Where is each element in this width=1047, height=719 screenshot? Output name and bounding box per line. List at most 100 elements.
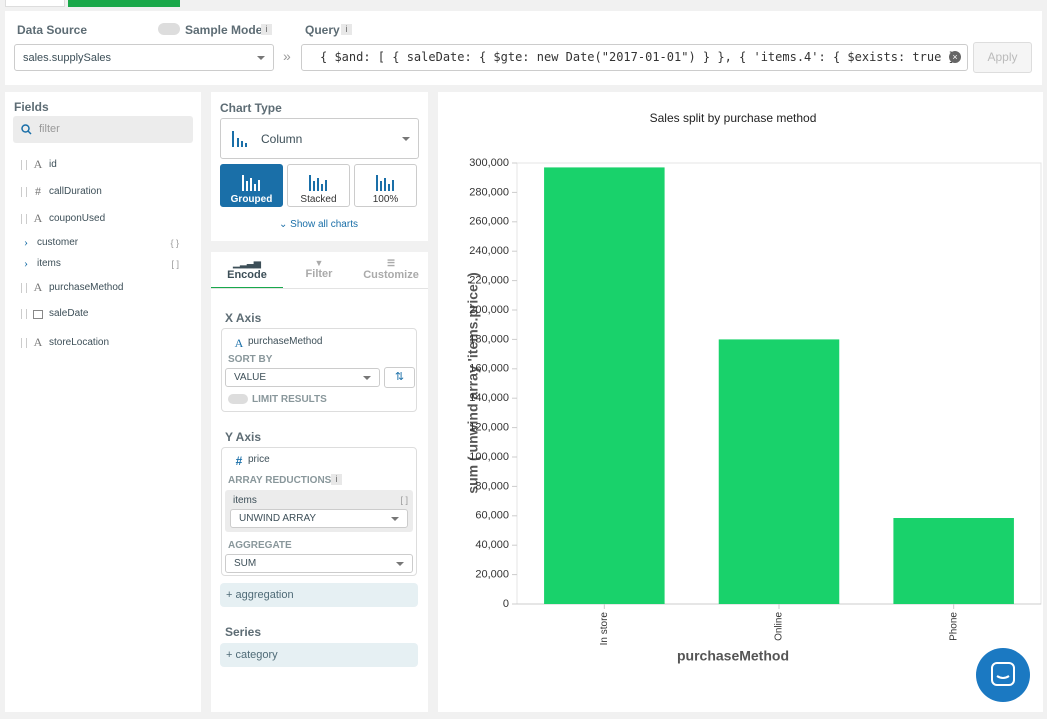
- info-icon[interactable]: i: [331, 474, 342, 485]
- chart-type-value: Column: [261, 131, 303, 146]
- bar: [544, 167, 665, 604]
- tab-stub[interactable]: [5, 0, 65, 7]
- tab-stub-active[interactable]: [68, 0, 180, 7]
- column-icon: [232, 131, 247, 147]
- variant-icon-bar: [379, 181, 382, 191]
- sort-label: SORT BY: [228, 354, 273, 365]
- grip: [21, 308, 27, 319]
- field-item[interactable]: saleDate: [21, 308, 191, 319]
- sample-toggle[interactable]: [158, 23, 180, 35]
- chart-variant[interactable]: Stacked: [287, 164, 350, 207]
- field-badge: [ ]: [171, 258, 179, 269]
- chart: Sales split by purchase method purchaseM…: [465, 111, 1042, 664]
- aggregate-select[interactable]: SUM: [225, 554, 413, 573]
- x-tick-label: In store: [599, 612, 610, 646]
- tab-customize[interactable]: ☰ Customize: [363, 258, 419, 281]
- limit-toggle[interactable]: [228, 394, 248, 404]
- limit-label: LIMIT RESULTS: [252, 394, 327, 405]
- y-tick-label: 60,000: [475, 510, 509, 522]
- sort-select[interactable]: VALUE: [225, 368, 380, 387]
- bar: [718, 339, 840, 604]
- show-all-link[interactable]: ⌄ Show all charts: [279, 219, 358, 230]
- info-icon[interactable]: i: [261, 24, 272, 35]
- sort-order-button[interactable]: ⇅: [384, 367, 415, 388]
- variant-icon-bar: [257, 180, 260, 191]
- field-name: purchaseMethod: [49, 282, 124, 293]
- divider: [211, 288, 428, 289]
- variant-icon-bar: [387, 184, 390, 191]
- calendar-icon: [33, 309, 43, 319]
- grip: [21, 159, 27, 170]
- y-tick-label: 80,000: [475, 480, 509, 492]
- variant-icon-bar: [312, 181, 315, 191]
- aggregate-label: AGGREGATE: [228, 540, 292, 551]
- chart-type-label: Chart Type: [220, 101, 282, 115]
- add-aggregation[interactable]: + aggregation: [220, 583, 418, 607]
- data-source-label: Data Source: [17, 23, 88, 37]
- show-all-text: Show all charts: [290, 219, 358, 230]
- y-tick-label: 200,000: [469, 304, 509, 316]
- variant-label: Stacked: [300, 194, 337, 205]
- chart-variant[interactable]: Grouped: [220, 164, 283, 207]
- grip: [21, 337, 27, 348]
- x-axis-title: purchaseMethod: [677, 648, 789, 664]
- info-icon[interactable]: i: [341, 24, 352, 35]
- field-name: storeLocation: [49, 337, 110, 348]
- x-field-name: purchaseMethod: [248, 336, 323, 347]
- tab-encode[interactable]: ▁▂▃▅ Encode: [227, 258, 267, 281]
- y-field-name: price: [248, 454, 270, 465]
- field-item[interactable]: # callDuration: [21, 184, 191, 199]
- y-field[interactable]: # price: [234, 454, 270, 468]
- chat-button[interactable]: [976, 648, 1030, 702]
- query-label: Query: [305, 23, 340, 37]
- data-source-value: sales.supplySales: [23, 51, 112, 64]
- grip: [21, 186, 27, 197]
- sample-mode-label: Sample Mode: [185, 23, 263, 37]
- filter-input[interactable]: filter: [13, 116, 193, 143]
- grip: [21, 213, 27, 224]
- chart-type-select[interactable]: Column: [220, 118, 419, 159]
- arrow: »: [283, 48, 291, 64]
- field-icon: ›: [24, 235, 28, 249]
- clear-button[interactable]: ×: [949, 51, 961, 63]
- variant-icon: [375, 175, 394, 191]
- y-tick-label: 100,000: [469, 451, 509, 463]
- variant-icon-bar: [375, 175, 378, 191]
- add-category[interactable]: + category: [220, 643, 418, 667]
- variant-icon-bar: [391, 180, 394, 191]
- tab-filter[interactable]: ▼ Filter: [305, 258, 333, 280]
- chart-variant[interactable]: 100%: [354, 164, 417, 207]
- reductions-label: ARRAY REDUCTIONS: [228, 475, 332, 486]
- variant-icon-bar: [383, 178, 386, 191]
- field-icon: #: [35, 184, 41, 198]
- query-input[interactable]: { $and: [ { saleDate: { $gte: new Date("…: [301, 44, 968, 71]
- tab-label: Encode: [227, 269, 267, 281]
- reduction-select[interactable]: UNWIND ARRAY: [230, 509, 408, 528]
- reduction-value: UNWIND ARRAY: [239, 513, 317, 524]
- series-title: Series: [225, 625, 262, 639]
- field-name: id: [49, 159, 57, 170]
- apply-button[interactable]: Apply: [973, 42, 1032, 73]
- field-name: callDuration: [49, 186, 102, 197]
- field-icon: A: [33, 211, 43, 225]
- y-tick-label: 120,000: [469, 422, 509, 434]
- y-axis-card: # price ARRAY REDUCTIONS i items [ ] UNWI…: [221, 447, 417, 576]
- field-badge: { }: [170, 237, 179, 248]
- field-item[interactable]: › customer { }: [21, 235, 191, 250]
- filter-placeholder: filter: [39, 123, 60, 135]
- data-source-select[interactable]: sales.supplySales: [14, 44, 274, 71]
- field-item[interactable]: › items [ ]: [21, 256, 191, 271]
- variant-icon: [308, 175, 327, 191]
- field-name: items: [37, 258, 61, 269]
- calendar-shape: [33, 309, 43, 319]
- add-category-text: + category: [226, 649, 278, 661]
